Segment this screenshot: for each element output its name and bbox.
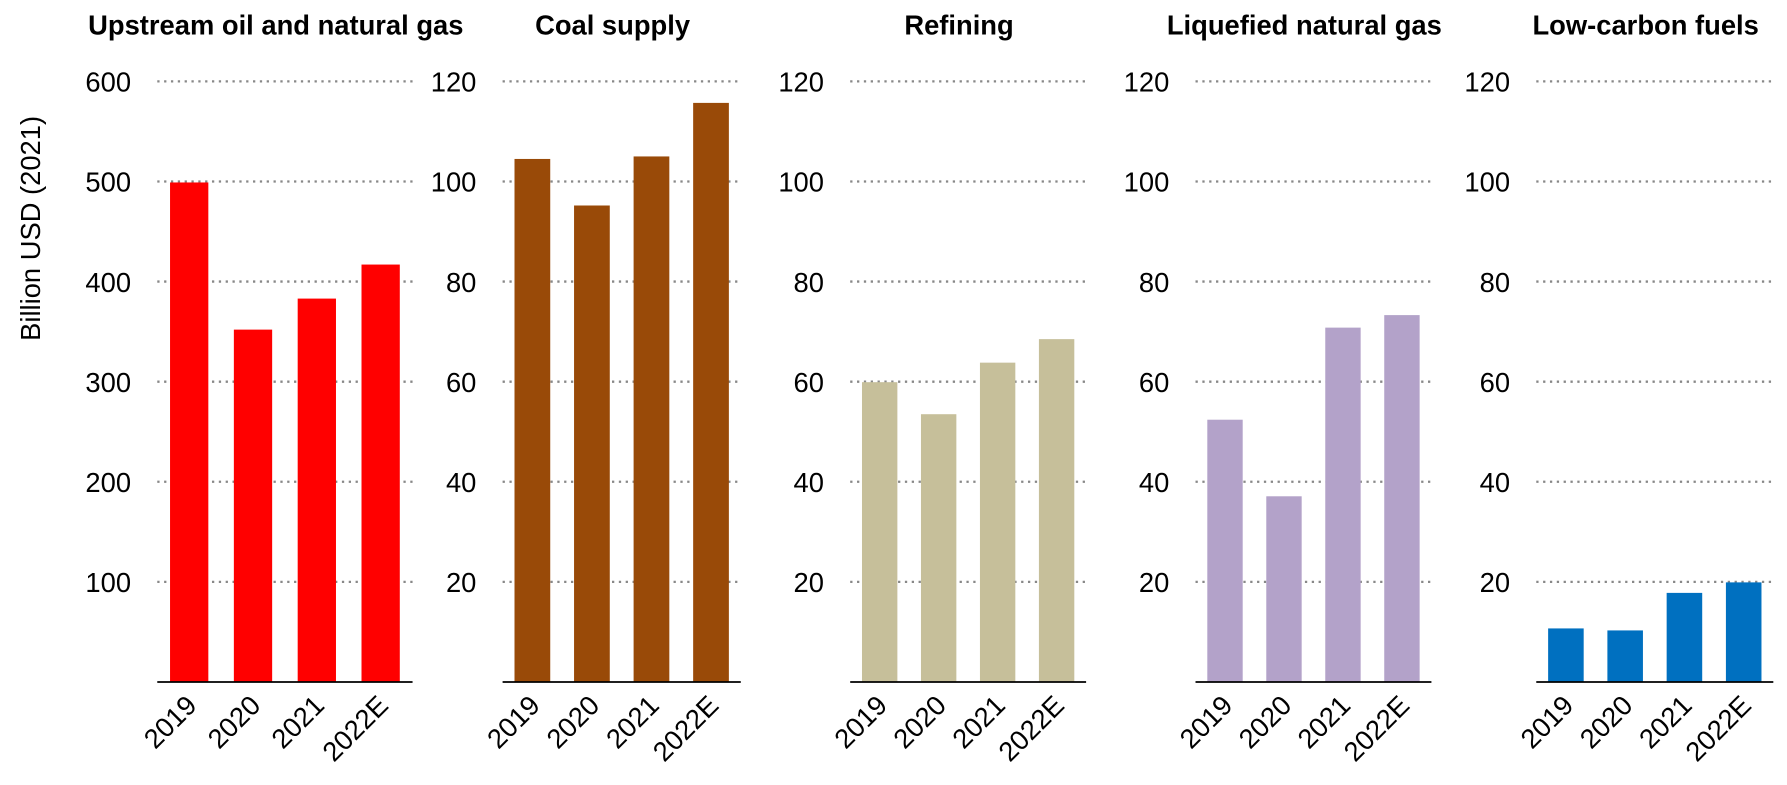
bar <box>1207 419 1243 682</box>
bar <box>1666 592 1703 682</box>
y-tick-label: 20 <box>1139 567 1169 598</box>
bar <box>861 382 898 682</box>
bar <box>979 362 1016 682</box>
y-tick-label: 300 <box>85 367 131 398</box>
y-tick-label: 20 <box>1480 567 1510 598</box>
y-tick-label: 120 <box>1464 67 1510 98</box>
x-tick-label: 2020 <box>887 689 952 754</box>
y-tick-label: 120 <box>431 67 477 98</box>
y-tick-label: 100 <box>431 167 477 198</box>
y-tick-label: 60 <box>1139 367 1169 398</box>
y-tick-label: 120 <box>1124 67 1170 98</box>
bar <box>1548 628 1584 682</box>
y-tick-label: 80 <box>1480 267 1510 298</box>
y-tick-label: 200 <box>85 467 131 498</box>
y-tick-label: 100 <box>85 567 131 598</box>
chart-title: Upstream oil and natural gas <box>88 10 463 41</box>
x-tick-label: 2020 <box>201 689 266 754</box>
bar <box>233 329 273 682</box>
y-axis-label: Billion USD (2021) <box>15 116 46 341</box>
x-tick-label: 2022E <box>647 689 725 767</box>
x-tick-label: 2020 <box>540 689 605 754</box>
y-tick-label: 40 <box>1139 467 1169 498</box>
bar <box>1038 339 1075 682</box>
y-tick-label: 60 <box>1480 367 1510 398</box>
y-tick-label: 80 <box>794 267 824 298</box>
chart-title: Low-carbon fuels <box>1532 10 1758 41</box>
x-tick-label: 2022E <box>316 689 394 767</box>
y-tick-label: 80 <box>446 267 476 298</box>
chart-title: Liquefied natural gas <box>1167 10 1442 41</box>
bar <box>574 205 610 682</box>
y-tick-label: 120 <box>778 67 824 98</box>
y-tick-label: 20 <box>794 567 824 598</box>
bar <box>1725 582 1762 682</box>
y-tick-label: 40 <box>446 467 476 498</box>
x-tick-label: 2022E <box>1679 689 1757 767</box>
x-tick-label: 2019 <box>481 689 546 754</box>
y-tick-label: 40 <box>794 467 824 498</box>
bar <box>1325 327 1361 682</box>
y-tick-label: 500 <box>85 167 131 198</box>
y-tick-label: 40 <box>1480 467 1510 498</box>
x-tick-label: 2020 <box>1574 689 1639 754</box>
bar <box>361 264 400 682</box>
x-tick-label: 2022E <box>992 689 1070 767</box>
x-tick-label: 2020 <box>1232 689 1297 754</box>
bar <box>1266 496 1302 682</box>
y-tick-label: 100 <box>1124 167 1170 198</box>
bar <box>1607 630 1643 682</box>
y-tick-label: 400 <box>85 267 131 298</box>
y-tick-label: 60 <box>446 367 476 398</box>
x-tick-label: 2019 <box>1173 689 1238 754</box>
y-tick-label: 80 <box>1139 267 1169 298</box>
x-tick-label: 2019 <box>138 689 203 754</box>
bar <box>514 158 551 682</box>
bar <box>1384 315 1420 682</box>
x-tick-label: 2019 <box>828 689 893 754</box>
bar <box>633 156 670 682</box>
y-tick-label: 60 <box>794 367 824 398</box>
y-tick-label: 600 <box>85 67 131 98</box>
x-tick-label: 2019 <box>1514 689 1579 754</box>
bar <box>920 414 957 682</box>
bar <box>693 102 729 682</box>
y-tick-label: 20 <box>446 567 476 598</box>
y-tick-label: 100 <box>778 167 824 198</box>
x-tick-label: 2022E <box>1337 689 1415 767</box>
y-tick-label: 100 <box>1464 167 1510 198</box>
chart-title: Coal supply <box>535 10 691 41</box>
bar <box>297 298 336 682</box>
bar <box>170 182 209 682</box>
chart-title: Refining <box>904 10 1013 41</box>
